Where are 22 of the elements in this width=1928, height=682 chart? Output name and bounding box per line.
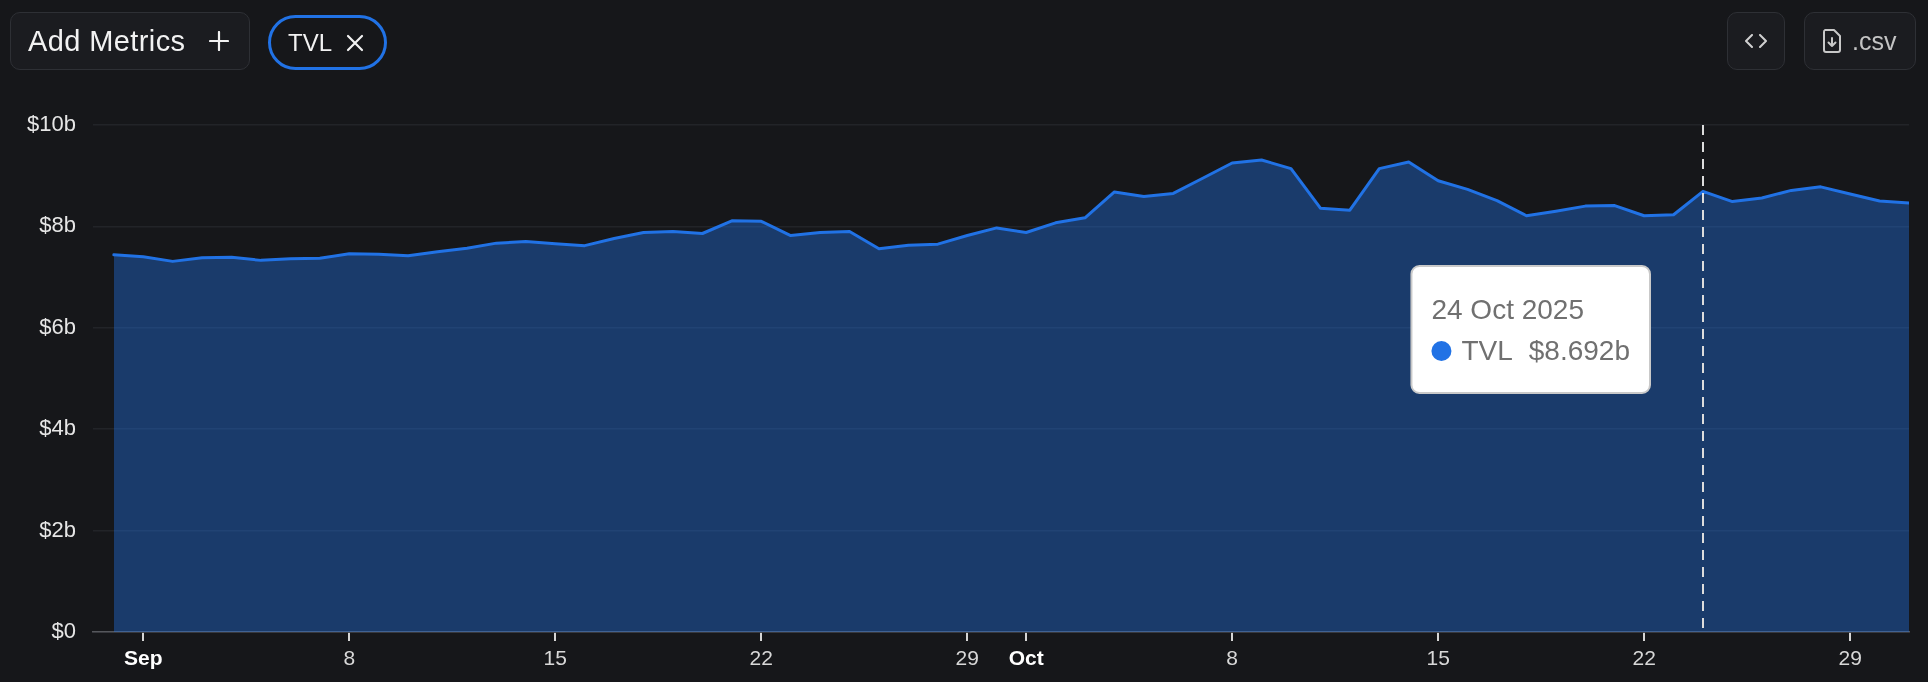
- x-tick-label: 22: [749, 646, 773, 670]
- legend-label: TVL: [1461, 335, 1513, 366]
- annotation: 24 Oct 2025: [1431, 294, 1584, 325]
- x-tick-label: 8: [343, 646, 356, 670]
- y-tick-label: $2b: [39, 516, 76, 542]
- annotation: $8.692b: [1528, 335, 1630, 366]
- x-tick-label: 8: [1226, 646, 1238, 670]
- add-metrics-button: Add Metrics: [10, 12, 250, 70]
- y-tick-label: $8b: [39, 212, 76, 238]
- series-chip: TVL: [268, 15, 387, 70]
- download-button: .csv: [1804, 12, 1916, 70]
- x-tick-label: Oct: [1008, 646, 1044, 670]
- y-tick-label: $0: [51, 618, 76, 644]
- y-tick-label: $4b: [39, 415, 76, 441]
- x-tick-label: 22: [1632, 646, 1656, 670]
- x-tick-label: 29: [1838, 646, 1862, 670]
- y-tick-label: $6b: [39, 313, 76, 339]
- y-tick-label: $10b: [27, 111, 76, 137]
- x-tick-label: 15: [543, 646, 567, 670]
- x-tick-label: 29: [955, 646, 979, 670]
- x-tick-label: 15: [1426, 646, 1450, 670]
- x-tick-label: Sep: [124, 646, 163, 670]
